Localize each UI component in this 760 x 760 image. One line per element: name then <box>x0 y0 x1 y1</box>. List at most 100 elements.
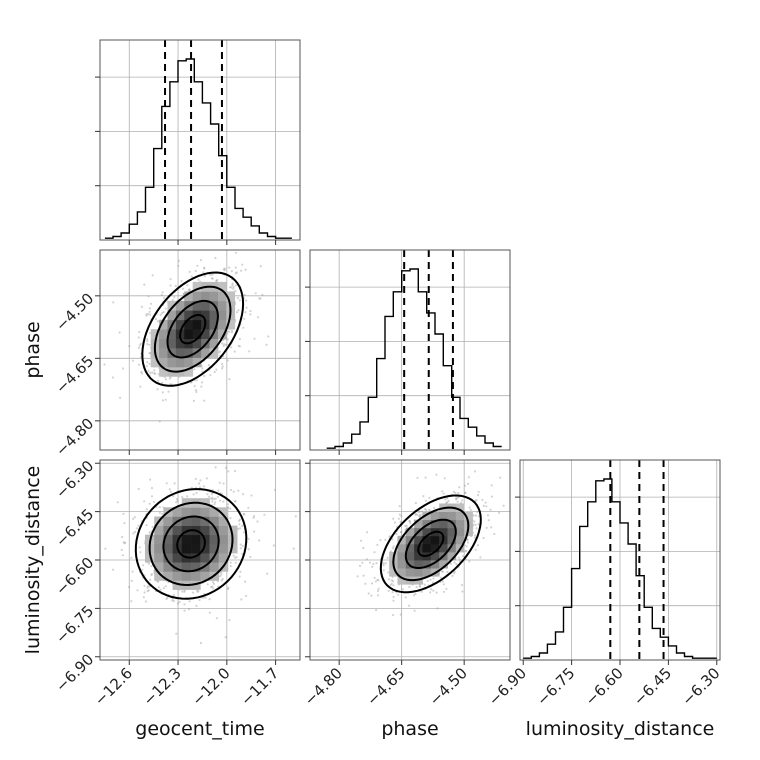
sample-point <box>388 535 391 538</box>
sample-point <box>485 526 488 530</box>
sample-point <box>214 501 217 504</box>
sample-point <box>165 482 168 485</box>
sample-point <box>188 288 191 291</box>
sample-point <box>451 574 454 578</box>
sample-point <box>436 607 439 610</box>
sample-point <box>228 378 231 381</box>
sample-point <box>112 568 115 571</box>
sample-point <box>442 590 446 593</box>
sample-point <box>474 514 478 517</box>
sample-point <box>366 531 369 534</box>
sample-point <box>455 497 458 500</box>
sample-point <box>157 586 160 589</box>
density-cell <box>439 519 448 529</box>
sample-point <box>238 299 241 302</box>
sample-point <box>195 604 198 608</box>
density-cell <box>172 525 183 536</box>
sample-point <box>397 517 400 520</box>
sample-point <box>226 359 229 362</box>
sample-point <box>150 565 153 568</box>
sample-point <box>157 580 160 583</box>
sample-point <box>239 543 242 546</box>
density-cell <box>422 519 432 529</box>
density-cell <box>192 281 202 292</box>
sample-point <box>464 491 467 494</box>
sample-point <box>223 269 226 272</box>
density-cell <box>218 534 229 545</box>
density-cell <box>414 568 423 577</box>
contour-level-2 <box>162 515 220 573</box>
sample-point <box>240 598 243 601</box>
density-cell <box>209 310 219 321</box>
sample-point <box>244 311 247 314</box>
sample-point <box>456 500 459 503</box>
density-cell <box>218 543 229 554</box>
sample-point <box>456 496 459 499</box>
sample-point <box>148 352 151 355</box>
density-cell <box>184 329 194 339</box>
sample-point <box>391 580 394 583</box>
sample-point <box>188 270 191 273</box>
sample-point <box>211 496 214 499</box>
sample-point <box>373 551 376 554</box>
density-cell <box>217 300 227 311</box>
density-cell <box>397 560 407 569</box>
sample-point <box>400 531 403 534</box>
x-tick-label-geocent-time: −11.7 <box>237 664 282 709</box>
sample-point <box>433 506 436 510</box>
sample-point <box>238 519 241 522</box>
sample-point <box>464 550 467 553</box>
sample-point <box>122 541 125 544</box>
contour-level-4 <box>141 271 245 387</box>
sample-point <box>208 598 211 601</box>
sample-point <box>449 562 452 565</box>
sample-point <box>167 390 170 393</box>
x-axis-label-phase: phase <box>381 718 438 740</box>
sample-point <box>485 505 488 508</box>
density-cell <box>150 329 160 339</box>
density-cell <box>154 543 164 554</box>
sample-point <box>257 316 260 319</box>
sample-point <box>415 586 418 589</box>
sample-point <box>172 599 175 603</box>
sample-point <box>198 486 202 489</box>
density-cell <box>172 562 183 572</box>
sample-point <box>223 343 226 346</box>
sample-point <box>229 565 232 568</box>
sample-point <box>135 527 138 530</box>
sample-point <box>146 342 149 346</box>
sample-point <box>228 266 231 269</box>
density-cell <box>167 300 177 311</box>
y-tick-label-phase: −4.80 <box>52 414 97 459</box>
sample-point <box>165 597 168 601</box>
sample-point <box>194 269 197 273</box>
sample-point <box>252 515 256 518</box>
sample-point <box>149 478 152 481</box>
density-cell <box>175 310 185 321</box>
sample-point <box>204 596 207 599</box>
sample-point <box>159 588 162 591</box>
sample-point <box>177 259 180 262</box>
sample-point <box>457 491 460 495</box>
sample-point <box>242 531 246 534</box>
y-tick-label-luminosity-distance: −6.45 <box>52 505 97 550</box>
sample-point <box>183 603 186 606</box>
sample-point <box>472 514 475 517</box>
sample-point <box>490 495 493 498</box>
contour-level-1 <box>417 530 445 557</box>
sample-point <box>221 365 224 368</box>
sample-point <box>384 562 387 565</box>
sample-point <box>408 520 411 523</box>
sample-point <box>148 313 152 316</box>
density-cell <box>192 300 202 311</box>
density-cell <box>181 516 192 526</box>
sample-point <box>212 587 215 590</box>
density-cell <box>172 580 183 590</box>
sample-point <box>104 547 107 550</box>
sample-point <box>467 476 470 479</box>
sample-point <box>361 561 364 564</box>
density-cell <box>209 525 220 536</box>
panel-background <box>100 40 300 240</box>
density-cell <box>201 291 210 302</box>
sample-point <box>241 263 244 266</box>
